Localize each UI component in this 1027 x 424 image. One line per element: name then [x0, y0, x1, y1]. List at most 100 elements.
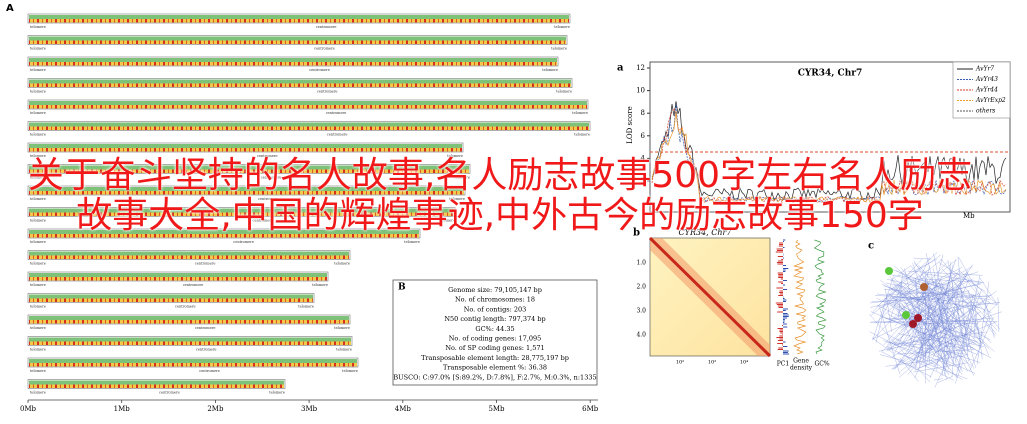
- x-tick-label: 2Mb: [207, 405, 224, 413]
- bar-top: [29, 252, 349, 256]
- centromere-label: centromere: [233, 240, 254, 244]
- bar-bottom: [29, 127, 589, 131]
- stats-line: No. of coding genes: 17,095: [449, 335, 542, 343]
- bar-top: [29, 58, 557, 62]
- bar-bottom: [29, 19, 569, 23]
- y-tick-label: 12: [636, 64, 645, 72]
- centromere-label: centromere: [159, 391, 180, 395]
- y-tick-label: 6: [641, 132, 646, 140]
- telomere-label: telomere: [30, 47, 46, 51]
- centromere-label: centromere: [327, 133, 348, 137]
- centromere-label: centromere: [314, 47, 335, 51]
- legend-label: AvYrExp2: [975, 97, 1006, 104]
- bar-top: [29, 144, 462, 148]
- bar-bottom: [29, 256, 349, 260]
- node: [920, 283, 928, 291]
- bar-bottom: [29, 342, 351, 346]
- x-tick-label: 3Mb: [301, 405, 318, 413]
- bar-top: [29, 338, 351, 342]
- telomere-label: telomere: [574, 133, 590, 137]
- telomere-label: telomere: [30, 326, 46, 330]
- panel-label: A: [6, 3, 14, 14]
- stats-line: No. of contigs: 203: [464, 305, 527, 313]
- bar-top: [29, 273, 327, 277]
- bar-bottom: [29, 320, 349, 324]
- overlay-title: 关于奋斗坚持的名人故事,名人励志故事500字左右名人励志故事大全,中国的辉煌事迹…: [20, 156, 980, 236]
- edge: [954, 293, 980, 305]
- bar-top: [29, 80, 571, 84]
- centromere-label: centromere: [317, 90, 338, 94]
- bar-top: [29, 101, 587, 105]
- telomere-label: telomere: [542, 68, 558, 72]
- track-line: [815, 240, 826, 354]
- telomere-label: telomere: [30, 391, 46, 395]
- telomere-label: telomere: [30, 262, 46, 266]
- telomere-label: telomere: [572, 111, 588, 115]
- centromere-label: centromere: [196, 348, 217, 352]
- telomere-label: telomere: [30, 348, 46, 352]
- bar-bottom: [29, 148, 462, 152]
- telomere-label: telomere: [554, 25, 570, 29]
- centromere-label: centromere: [195, 262, 216, 266]
- telomere-label: telomere: [30, 90, 46, 94]
- telomere-label: telomere: [334, 326, 350, 330]
- bar-bottom: [29, 385, 284, 389]
- bar-bottom: [29, 84, 571, 88]
- edge: [981, 318, 989, 338]
- y-tick-label: 10: [636, 87, 645, 95]
- bar-top: [29, 295, 313, 299]
- bar-top: [29, 381, 284, 385]
- telomere-label: telomere: [556, 90, 572, 94]
- stats-line: No. of SP coding genes: 1,571: [445, 344, 544, 352]
- node: [885, 267, 893, 275]
- panel-label: B: [398, 283, 406, 293]
- y-axis-label: LOD score: [626, 106, 634, 143]
- stats-line: No. of chromosomes: 18: [455, 296, 535, 304]
- y-tick-label: 4.0: [636, 332, 646, 339]
- stats-line: Transposable element %: 36.38: [443, 364, 547, 372]
- track-label: GC%: [814, 361, 829, 368]
- telomere-label: telomere: [30, 133, 46, 137]
- edge: [881, 300, 891, 318]
- telomere-label: telomere: [551, 47, 567, 51]
- x-tick-label: 10³: [708, 360, 716, 366]
- telomere-label: telomere: [336, 348, 352, 352]
- telomere-label: telomere: [30, 240, 46, 244]
- bar-top: [29, 37, 566, 41]
- telomere-label: telomere: [404, 240, 420, 244]
- node: [902, 311, 910, 319]
- stats-line: N50 contig length: 797,374 bp: [444, 315, 545, 323]
- panel-label: a: [617, 63, 624, 74]
- telomere-label: telomere: [312, 283, 328, 287]
- edge: [876, 309, 884, 343]
- x-tick-label: 6Mb: [582, 405, 599, 413]
- telomere-label: telomere: [30, 305, 46, 309]
- centromere-label: centromere: [175, 305, 196, 309]
- stats-line: BUSCO: C:97.0% [S:89.2%, D:7.8%], F:2.7%…: [393, 373, 596, 381]
- y-tick-label: 8: [641, 109, 645, 117]
- legend-label: AvYr7: [975, 66, 994, 73]
- telomere-label: telomere: [342, 369, 358, 373]
- x-tick-label: 0Mb: [20, 405, 37, 413]
- track-label: density: [790, 365, 813, 372]
- y-tick-label: 2.0: [636, 284, 646, 291]
- bar-bottom: [29, 277, 327, 281]
- stats-line: GC%: 44.35: [475, 325, 514, 333]
- telomere-label: telomere: [334, 262, 350, 266]
- edge: [872, 338, 893, 353]
- track-label: PC1: [777, 361, 789, 368]
- bar-bottom: [29, 41, 566, 45]
- y-tick-label: 1.0: [636, 260, 646, 267]
- centromere-label: centromere: [309, 68, 330, 72]
- plot-title: CYR34, Chr7: [798, 69, 863, 79]
- edge: [938, 260, 957, 275]
- centromere-label: centromere: [195, 326, 216, 330]
- centromere-label: centromere: [199, 369, 220, 373]
- telomere-label: telomere: [30, 111, 46, 115]
- centromere-label: centromere: [316, 25, 337, 29]
- telomere-label: telomere: [30, 283, 46, 287]
- edge: [938, 376, 953, 382]
- stats-line: Transposable element length: 28,775,197 …: [421, 354, 569, 362]
- edge: [908, 271, 983, 275]
- bar-bottom: [29, 363, 357, 367]
